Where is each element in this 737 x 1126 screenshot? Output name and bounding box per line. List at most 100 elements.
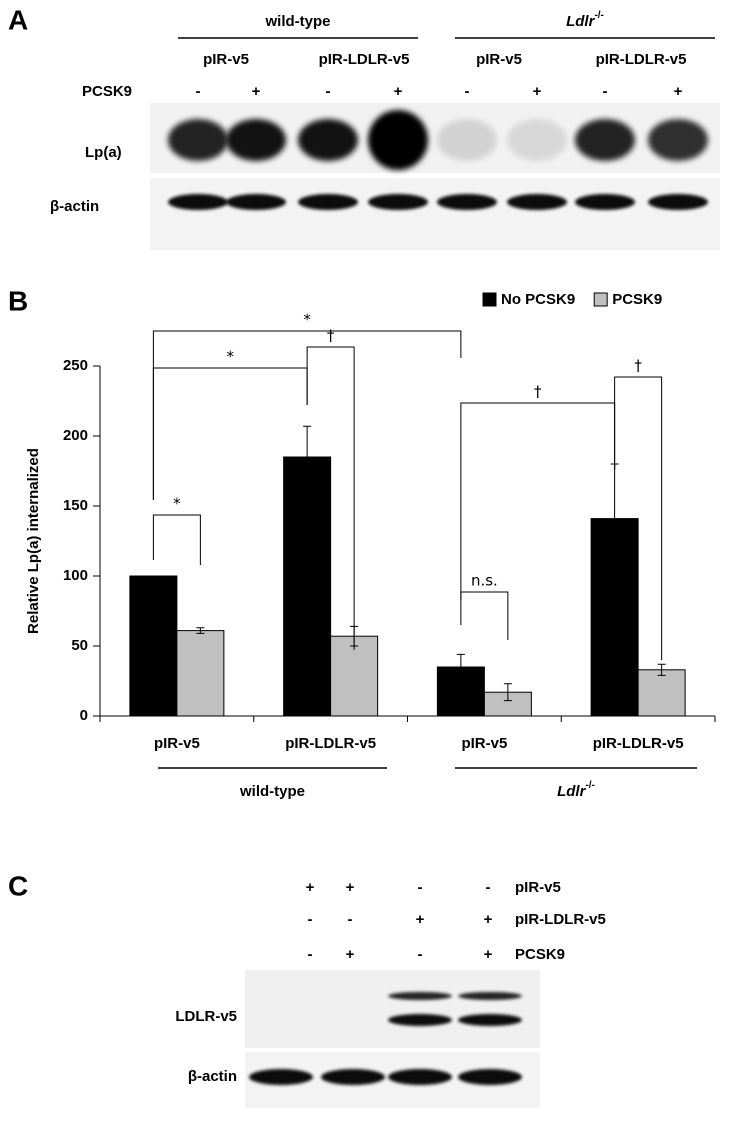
actin-band — [226, 194, 286, 210]
treatment-sign: + — [306, 879, 315, 896]
treatment-sign: + — [484, 946, 493, 963]
lpa-band — [226, 119, 286, 161]
treatment-sign: + — [346, 946, 355, 963]
group-label: wild-type — [239, 783, 305, 800]
error-bar — [503, 683, 512, 702]
treatment-sign: - — [603, 83, 608, 100]
actin-band — [575, 194, 635, 210]
treatment-sign: + — [346, 879, 355, 896]
significance-label: † — [634, 357, 642, 375]
panel-label: C — [8, 870, 28, 901]
treatment-sign: + — [394, 83, 403, 100]
construct-label: pIR-v5 — [476, 51, 522, 68]
group-label: Ldlr-/- — [566, 10, 604, 30]
row-label: pIR-v5 — [515, 879, 561, 896]
ldlr-band — [388, 1014, 452, 1026]
construct-label: pIR-LDLR-v5 — [596, 51, 687, 68]
significance-bracket — [152, 514, 201, 565]
ldlr-band — [458, 992, 522, 1000]
x-tick-label: pIR-LDLR-v5 — [285, 735, 376, 752]
group-superscript: -/- — [585, 780, 594, 791]
legend-swatch — [593, 292, 608, 307]
legend-label: PCSK9 — [612, 291, 662, 308]
blot-label: LDLR-v5 — [175, 1008, 237, 1025]
blot-label: β-actin — [50, 198, 99, 215]
actin-band — [249, 1069, 313, 1085]
treatment-label: PCSK9 — [82, 83, 132, 100]
panel-label: A — [8, 4, 28, 35]
group-label: Ldlr-/- — [557, 780, 595, 800]
group-superscript: -/- — [594, 10, 603, 21]
blot-background — [150, 178, 720, 250]
lpa-band — [298, 119, 358, 161]
group-label: wild-type — [264, 13, 330, 30]
treatment-sign: + — [484, 911, 493, 928]
significance-label: * — [303, 311, 311, 329]
treatment-sign: - — [326, 83, 331, 100]
blot-label: β-actin — [188, 1068, 237, 1085]
actin-band — [368, 194, 428, 210]
lpa-band — [575, 119, 635, 161]
x-tick-label: pIR-v5 — [154, 735, 200, 752]
actin-band — [321, 1069, 385, 1085]
treatment-sign: + — [533, 83, 542, 100]
treatment-sign: - — [418, 879, 423, 896]
treatment-sign: - — [418, 946, 423, 963]
actin-band — [437, 194, 497, 210]
treatment-sign: - — [308, 911, 313, 928]
actin-band — [168, 194, 228, 210]
bar — [176, 630, 225, 717]
legend-swatch — [482, 292, 497, 307]
significance-bracket — [460, 591, 509, 640]
actin-band — [298, 194, 358, 210]
treatment-sign: - — [348, 911, 353, 928]
treatment-sign: - — [465, 83, 470, 100]
significance-bracket — [306, 346, 355, 650]
significance-label: n.s. — [471, 572, 498, 590]
y-tick-label: 200 — [63, 427, 88, 444]
x-tick-label: pIR-v5 — [461, 735, 507, 752]
error-bar — [303, 425, 312, 489]
y-tick-label: 50 — [71, 637, 88, 654]
significance-bracket — [614, 376, 663, 660]
ldlr-band — [458, 1014, 522, 1026]
y-tick-label: 0 — [80, 707, 88, 724]
lpa-band — [368, 110, 428, 170]
y-tick-label: 100 — [63, 567, 88, 584]
significance-label: * — [173, 495, 181, 513]
y-axis-label: Relative Lp(a) internalized — [25, 448, 42, 634]
significance-label: † — [327, 327, 335, 345]
error-bar — [196, 627, 205, 634]
y-tick-label: 150 — [63, 497, 88, 514]
lpa-band — [507, 119, 567, 161]
lpa-band — [648, 119, 708, 161]
lpa-band — [168, 119, 228, 161]
y-tick-label: 250 — [63, 357, 88, 374]
construct-label: pIR-LDLR-v5 — [319, 51, 410, 68]
significance-label: * — [227, 348, 235, 366]
construct-label: pIR-v5 — [203, 51, 249, 68]
panel-label: B — [8, 285, 28, 316]
actin-band — [648, 194, 708, 210]
bar — [637, 669, 686, 717]
actin-band — [458, 1069, 522, 1085]
legend-label: No PCSK9 — [501, 291, 575, 308]
treatment-sign: - — [308, 946, 313, 963]
treatment-sign: - — [196, 83, 201, 100]
group-name: Ldlr — [566, 13, 595, 30]
bar — [129, 575, 178, 717]
blot-label: Lp(a) — [85, 144, 122, 161]
bar — [283, 456, 332, 717]
row-label: PCSK9 — [515, 946, 565, 963]
treatment-sign: - — [486, 879, 491, 896]
actin-band — [388, 1069, 452, 1085]
error-bar — [657, 663, 666, 676]
treatment-sign: + — [416, 911, 425, 928]
row-label: pIR-LDLR-v5 — [515, 911, 606, 928]
significance-label: † — [534, 383, 542, 401]
group-name: Ldlr — [557, 783, 586, 800]
treatment-sign: + — [252, 83, 261, 100]
error-bar — [456, 653, 465, 681]
x-tick-label: pIR-LDLR-v5 — [593, 735, 684, 752]
